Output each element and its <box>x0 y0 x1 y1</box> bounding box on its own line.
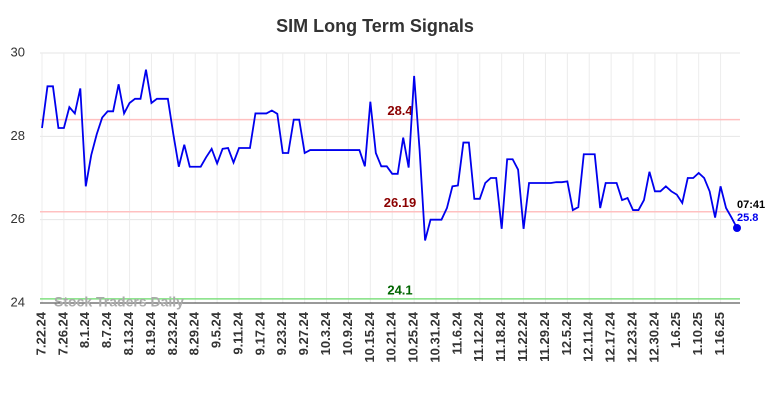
x-tick-label: 10.9.24 <box>340 311 355 355</box>
x-tick-label: 9.27.24 <box>296 311 311 355</box>
x-tick-label: 11.12.24 <box>471 311 486 362</box>
last-time-label: 07:41 <box>737 199 765 211</box>
x-tick-label: 10.3.24 <box>318 311 333 355</box>
price-line <box>41 69 738 241</box>
x-tick-label: 9.17.24 <box>252 311 267 355</box>
x-tick-label: 10.15.24 <box>362 311 377 362</box>
x-tick-label: 1.10.25 <box>690 312 705 355</box>
x-tick-label: 7.26.24 <box>55 311 70 355</box>
x-tick-label: 9.5.24 <box>209 311 224 348</box>
x-tick-label: 8.1.24 <box>77 311 92 348</box>
x-tick-label: 7.22.24 <box>33 311 48 355</box>
x-tick-label: 9.23.24 <box>274 311 289 355</box>
x-tick-label: 8.13.24 <box>121 311 136 355</box>
x-tick-label: 8.23.24 <box>165 311 180 355</box>
y-tick-label: 28 <box>11 128 25 143</box>
x-tick-label: 12.30.24 <box>646 311 661 362</box>
signal-label: 24.1 <box>387 282 412 297</box>
x-tick-label: 8.7.24 <box>99 311 114 348</box>
x-tick-label: 10.25.24 <box>406 311 421 362</box>
last-point <box>733 224 741 232</box>
watermark: Stock Traders Daily <box>54 294 184 310</box>
x-tick-label: 10.21.24 <box>384 311 399 362</box>
x-tick-label: 10.31.24 <box>427 311 442 362</box>
x-tick-label: 1.6.25 <box>668 312 683 348</box>
y-tick-label: 26 <box>11 211 25 226</box>
y-tick-label: 30 <box>11 44 25 59</box>
x-tick-label: 12.17.24 <box>603 311 618 362</box>
y-tick-label: 24 <box>11 294 25 309</box>
x-tick-label: 8.29.24 <box>187 311 202 355</box>
x-tick-label: 8.19.24 <box>143 311 158 355</box>
x-tick-label: 1.16.25 <box>712 312 727 355</box>
chart-title: SIM Long Term Signals <box>276 16 474 36</box>
x-tick-label: 12.5.24 <box>559 311 574 355</box>
x-tick-label: 12.23.24 <box>624 311 639 362</box>
x-tick-label: 11.18.24 <box>493 311 508 362</box>
signal-label: 28.4 <box>387 103 413 118</box>
x-tick-label: 11.6.24 <box>449 311 464 354</box>
x-tick-label: 11.22.24 <box>515 311 530 362</box>
signal-label: 26.19 <box>384 195 417 210</box>
last-value-label: 25.8 <box>737 212 758 224</box>
x-tick-label: 11.29.24 <box>537 311 552 362</box>
x-tick-label: 9.11.24 <box>230 311 245 354</box>
x-tick-label: 12.11.24 <box>581 311 596 362</box>
